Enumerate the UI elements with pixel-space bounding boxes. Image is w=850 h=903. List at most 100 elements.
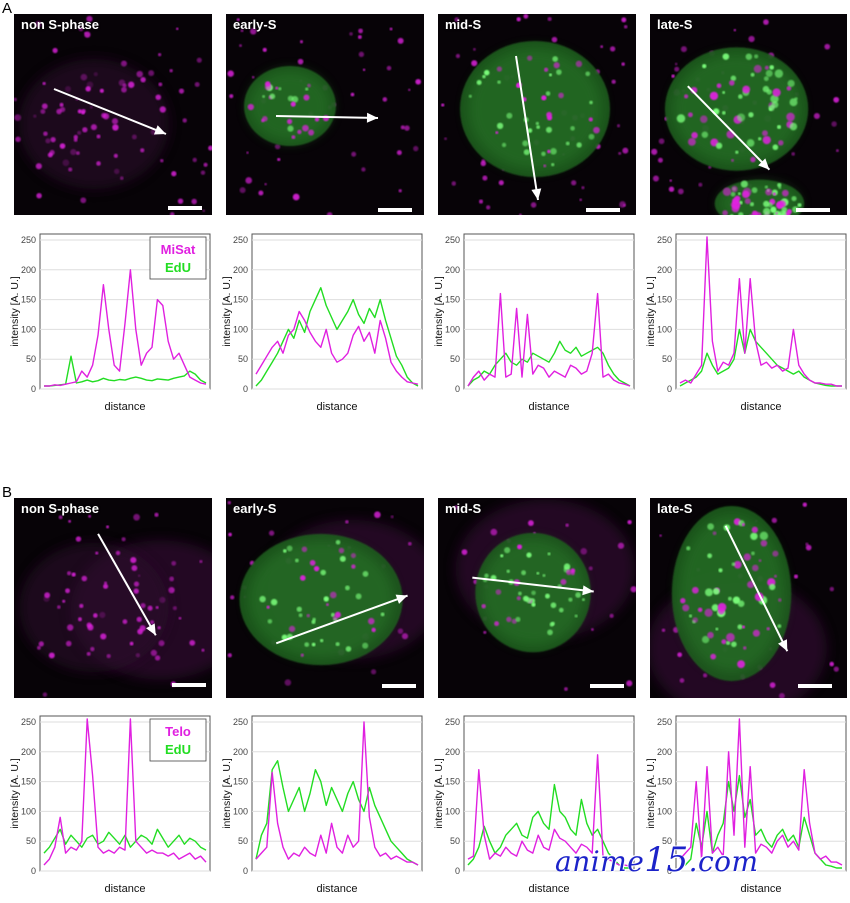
line-profile-a-late-s: 0 50 100 150 200 250 distance intensity [A. U.] (636, 226, 850, 421)
y-tick-label: 150 (657, 295, 672, 305)
micrograph-a-non-s-phase: non S-phase (14, 14, 212, 215)
y-tick-label: 150 (233, 777, 248, 787)
y-tick-label: 200 (21, 265, 36, 275)
plot-frame (252, 234, 422, 389)
y-tick-label: 250 (21, 235, 36, 245)
y-tick-label: 100 (657, 324, 672, 334)
y-axis-label: intensity [A. U.] (433, 758, 445, 829)
y-tick-label: 200 (445, 265, 460, 275)
image-title: late-S (657, 17, 692, 32)
legend-entry-misat: MiSat (161, 242, 196, 257)
y-axis-label: intensity [A. U.] (645, 276, 657, 347)
scale-bar (168, 206, 202, 210)
scale-bar (172, 683, 206, 687)
panel-label-b: B (2, 484, 12, 501)
x-axis-label: distance (317, 883, 358, 895)
y-tick-label: 150 (445, 777, 460, 787)
micrograph-a-mid-s: mid-S (438, 14, 636, 215)
x-axis-label: distance (529, 883, 570, 895)
y-tick-label: 150 (21, 777, 36, 787)
y-tick-label: 0 (243, 866, 248, 876)
x-axis-label: distance (529, 401, 570, 413)
y-tick-label: 0 (667, 384, 672, 394)
y-tick-label: 200 (21, 747, 36, 757)
y-tick-label: 250 (233, 717, 248, 727)
y-tick-label: 100 (21, 806, 36, 816)
scale-bar (798, 684, 832, 688)
image-title: early-S (233, 501, 276, 516)
y-tick-label: 50 (26, 836, 36, 846)
y-axis-label: intensity [A. U.] (645, 758, 657, 829)
micrograph-b-non-s-phase: non S-phase (14, 498, 212, 698)
y-tick-label: 200 (445, 747, 460, 757)
y-tick-label: 250 (445, 235, 460, 245)
line-profile-a-non-s-phase: 0 50 100 150 200 250 distance intensity [A. U.]… (0, 226, 215, 421)
y-tick-label: 50 (662, 354, 672, 364)
legend-entry-telo: Telo (165, 724, 191, 739)
x-axis-label: distance (105, 883, 146, 895)
y-tick-label: 50 (238, 836, 248, 846)
image-title: early-S (233, 17, 276, 32)
y-tick-label: 200 (233, 747, 248, 757)
scale-bar (796, 208, 830, 212)
watermark-logo: anime15.com (555, 840, 759, 880)
panel-label-a: A (2, 0, 12, 17)
y-tick-label: 0 (31, 866, 36, 876)
x-axis-label: distance (317, 401, 358, 413)
y-tick-label: 0 (455, 384, 460, 394)
micrograph-b-mid-s: mid-S (438, 498, 636, 698)
y-tick-label: 100 (233, 806, 248, 816)
micrograph-a-late-s: late-S (650, 14, 847, 215)
y-tick-label: 0 (455, 866, 460, 876)
y-tick-label: 200 (657, 265, 672, 275)
y-axis-label: intensity [A. U.] (433, 276, 445, 347)
y-tick-label: 200 (233, 265, 248, 275)
line-profile-a-mid-s: 0 50 100 150 200 250 distance intensity [A. U.] (424, 226, 639, 421)
y-axis-label: intensity [A. U.] (221, 276, 233, 347)
scale-bar (378, 208, 412, 212)
y-tick-label: 100 (657, 806, 672, 816)
legend-entry-edu: EdU (165, 260, 191, 275)
y-tick-label: 250 (21, 717, 36, 727)
y-tick-label: 100 (445, 806, 460, 816)
x-axis-label: distance (741, 401, 782, 413)
y-tick-label: 250 (657, 235, 672, 245)
micrograph-b-late-s: late-S (650, 498, 847, 698)
x-axis-label: distance (741, 883, 782, 895)
y-tick-label: 150 (657, 777, 672, 787)
image-title: non S-phase (21, 501, 99, 516)
y-tick-label: 250 (233, 235, 248, 245)
y-tick-label: 50 (238, 354, 248, 364)
y-axis-label: intensity [A. U.] (9, 758, 21, 829)
y-tick-label: 100 (233, 324, 248, 334)
y-tick-label: 0 (243, 384, 248, 394)
y-axis-label: intensity [A. U.] (221, 758, 233, 829)
y-tick-label: 100 (21, 324, 36, 334)
y-tick-label: 50 (450, 354, 460, 364)
scale-bar (590, 684, 624, 688)
micrograph-b-early-s: early-S (226, 498, 424, 698)
line-profile-b-early-s: 0 50 100 150 200 250 distance intensity [A. U.] (212, 708, 427, 903)
y-tick-label: 150 (233, 295, 248, 305)
y-tick-label: 50 (26, 354, 36, 364)
y-tick-label: 200 (657, 747, 672, 757)
y-tick-label: 0 (31, 384, 36, 394)
y-tick-label: 150 (445, 295, 460, 305)
x-axis-label: distance (105, 401, 146, 413)
line-profile-b-non-s-phase: 0 50 100 150 200 250 distance intensity [A. U.]… (0, 708, 215, 903)
y-tick-label: 250 (445, 717, 460, 727)
scale-bar (586, 208, 620, 212)
y-tick-label: 100 (445, 324, 460, 334)
y-tick-label: 150 (21, 295, 36, 305)
y-axis-label: intensity [A. U.] (9, 276, 21, 347)
y-tick-label: 250 (657, 717, 672, 727)
micrograph-a-early-s: early-S (226, 14, 424, 215)
y-tick-label: 50 (450, 836, 460, 846)
line-profile-a-early-s: 0 50 100 150 200 250 distance intensity [A. U.] (212, 226, 427, 421)
image-title: non S-phase (21, 17, 99, 32)
image-title: late-S (657, 501, 692, 516)
scale-bar (382, 684, 416, 688)
image-title: mid-S (445, 17, 481, 32)
legend-entry-edu: EdU (165, 742, 191, 757)
image-title: mid-S (445, 501, 481, 516)
